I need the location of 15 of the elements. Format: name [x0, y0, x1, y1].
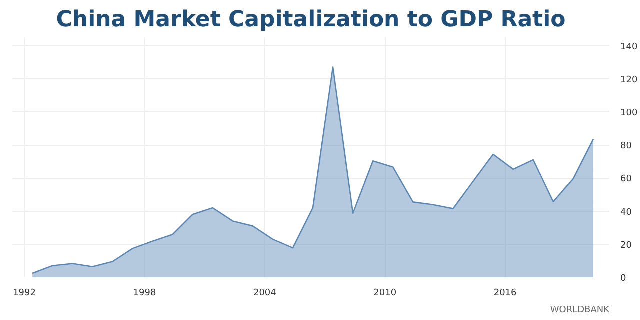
y-tick-label: 20 [620, 240, 632, 251]
x-tick-label: 2004 [253, 288, 277, 298]
x-tick-label: 2010 [374, 288, 397, 298]
y-tick-label: 120 [620, 75, 638, 86]
y-tick-label: 40 [620, 208, 632, 218]
y-tick-label: 100 [620, 108, 638, 118]
x-tick-label: 1992 [13, 288, 36, 298]
x-tick-label: 2016 [494, 288, 518, 298]
x-tick-label: 1998 [133, 288, 156, 298]
y-tick-label: 0 [620, 274, 626, 284]
y-tick-label: 140 [620, 42, 638, 52]
y-tick-label: 80 [620, 142, 632, 152]
text: WORLDBANK [550, 306, 611, 316]
y-tick-label: 60 [620, 174, 632, 185]
chart-title: China Market Capitalization to GDP Ratio [56, 8, 566, 32]
